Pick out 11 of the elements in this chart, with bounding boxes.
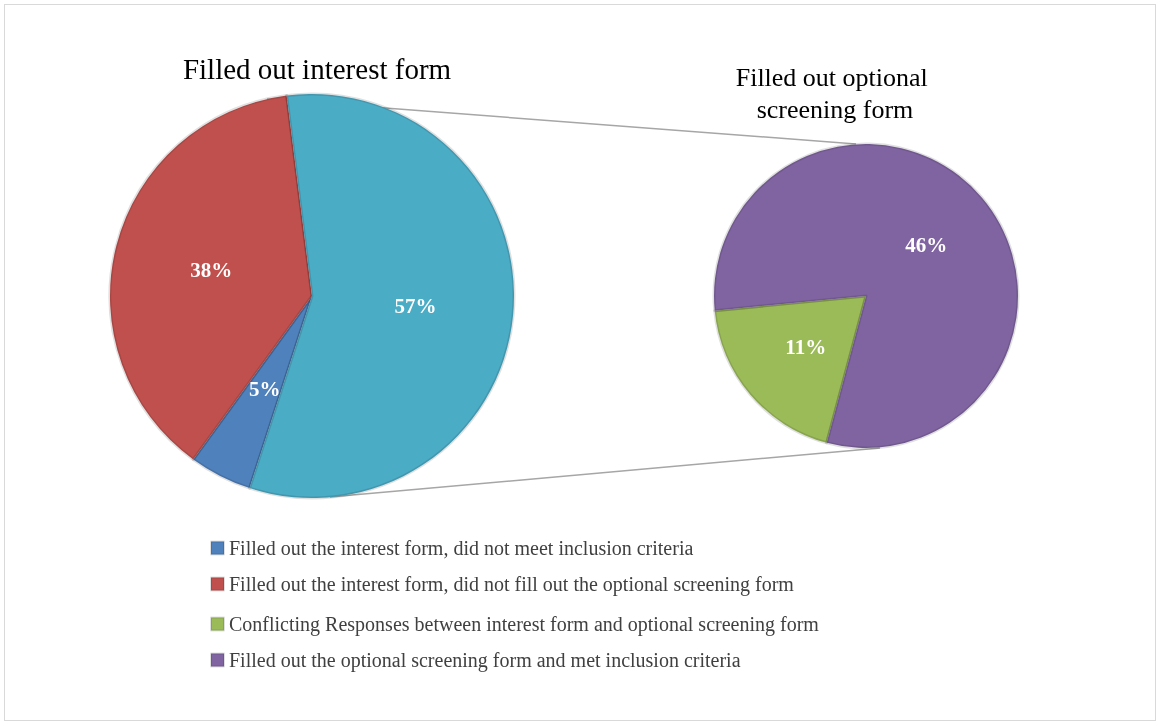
legend-label: Filled out the optional screening form and met inclusion criteria [229,649,741,672]
legend-label: Conflicting Responses between interest form and optional screening form [229,613,820,636]
chart-title: Filled out interest form [182,53,452,85]
legend-label: Filled out the interest form, did not fill out the optional screening form [229,573,795,596]
data-label: 46% [905,232,948,257]
chart-title: Filled out optional screening form [735,62,935,124]
data-label: 5% [249,376,281,401]
data-label: 38% [190,258,233,283]
data-label: 57% [394,293,437,318]
legend-label: Filled out the interest form, did not meet inclusion criteria [229,537,694,559]
data-label: 11% [785,335,827,360]
